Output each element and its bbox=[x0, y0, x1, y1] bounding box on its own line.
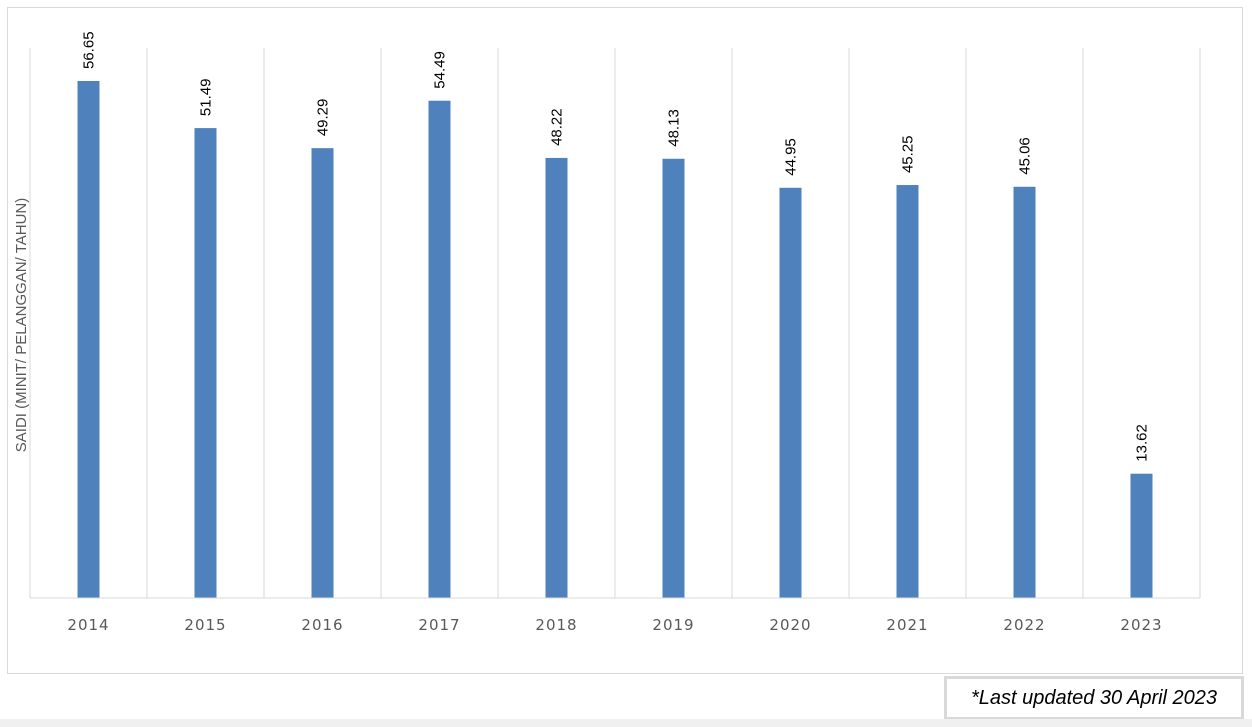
x-axis-ticks: 2014 2015 2016 2017 2018 2019 2020 2021 2022 2023 bbox=[67, 616, 1162, 634]
data-label-2018: 48.22 bbox=[549, 108, 566, 146]
x-tick-2016: 2016 bbox=[301, 616, 343, 634]
gridlines bbox=[29, 48, 1201, 598]
data-label-2017: 54.49 bbox=[432, 51, 449, 89]
x-tick-2020: 2020 bbox=[769, 616, 811, 634]
data-label-2021: 45.25 bbox=[900, 135, 917, 173]
data-label-2023: 13.62 bbox=[1134, 424, 1151, 462]
data-label-2022: 45.06 bbox=[1017, 137, 1034, 175]
x-tick-2021: 2021 bbox=[886, 616, 928, 634]
bar-2021 bbox=[896, 185, 919, 599]
data-labels: 56.65 51.49 49.29 54.49 48.22 48.13 44.95 45.25… bbox=[81, 31, 1151, 461]
bar-2014 bbox=[77, 81, 100, 598]
last-updated-text: *Last updated 30 April 2023 bbox=[970, 686, 1218, 709]
last-updated-note: *Last updated 30 April 2023 bbox=[944, 676, 1244, 720]
bar-2018 bbox=[545, 157, 568, 599]
x-tick-2023: 2023 bbox=[1120, 616, 1162, 634]
bar-2017 bbox=[428, 100, 451, 599]
x-tick-2022: 2022 bbox=[1003, 616, 1045, 634]
x-tick-2014: 2014 bbox=[67, 616, 109, 634]
bar-2015 bbox=[194, 128, 217, 599]
data-label-2016: 49.29 bbox=[315, 99, 332, 137]
data-label-2019: 48.13 bbox=[666, 109, 683, 147]
data-label-2014: 56.65 bbox=[81, 31, 98, 69]
data-label-2015: 51.49 bbox=[198, 79, 215, 117]
data-label-2020: 44.95 bbox=[783, 138, 800, 176]
bar-2022 bbox=[1013, 186, 1036, 598]
x-tick-2017: 2017 bbox=[418, 616, 460, 634]
bar-2019 bbox=[662, 158, 685, 598]
x-tick-2018: 2018 bbox=[535, 616, 577, 634]
bar-2023 bbox=[1130, 473, 1153, 598]
bottom-scrollbar-strip bbox=[0, 719, 1252, 727]
y-axis-label: SAIDI (MINIT/ PELANGGAN/ TAHUN) bbox=[13, 198, 30, 452]
x-tick-2019: 2019 bbox=[652, 616, 694, 634]
bar-2020 bbox=[779, 187, 802, 598]
bar-chart: 56.65 51.49 49.29 54.49 48.22 48.13 44.95 45.25… bbox=[13, 31, 1201, 634]
bar-2016 bbox=[311, 148, 334, 598]
x-tick-2015: 2015 bbox=[184, 616, 226, 634]
bars bbox=[77, 81, 1153, 599]
